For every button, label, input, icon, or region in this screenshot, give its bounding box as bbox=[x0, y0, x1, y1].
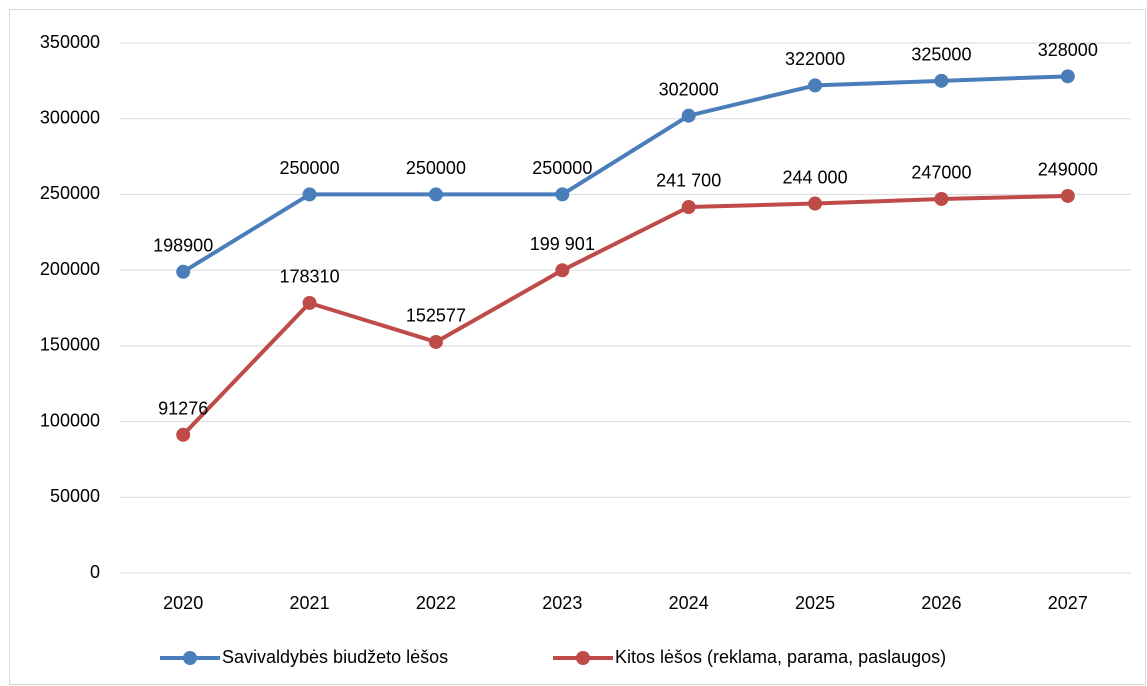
data-label: 178310 bbox=[280, 267, 340, 287]
data-point bbox=[1060, 69, 1075, 84]
data-label: 249000 bbox=[1038, 160, 1098, 180]
data-point bbox=[302, 295, 317, 310]
data-label: 152577 bbox=[406, 306, 466, 326]
data-point bbox=[681, 108, 696, 123]
data-label: 244 000 bbox=[783, 167, 848, 187]
data-point bbox=[808, 196, 823, 211]
data-point bbox=[934, 191, 949, 206]
y-tick-label: 0 bbox=[90, 562, 100, 582]
data-point bbox=[176, 427, 191, 442]
data-label: 322000 bbox=[785, 49, 845, 69]
data-label: 199 901 bbox=[530, 234, 595, 254]
y-tick-label: 150000 bbox=[40, 335, 100, 355]
data-label: 250000 bbox=[280, 158, 340, 178]
data-point bbox=[681, 199, 696, 214]
y-tick-label: 100000 bbox=[40, 410, 100, 430]
y-tick-label: 50000 bbox=[50, 486, 100, 506]
chart-frame bbox=[9, 9, 1146, 685]
x-tick-label: 2023 bbox=[542, 593, 582, 613]
data-point bbox=[808, 78, 823, 93]
legend-marker bbox=[183, 651, 197, 665]
data-label: 247000 bbox=[911, 163, 971, 183]
data-point bbox=[934, 73, 949, 88]
data-label: 241 700 bbox=[656, 171, 721, 191]
y-tick-label: 350000 bbox=[40, 32, 100, 52]
x-tick-label: 2027 bbox=[1048, 593, 1088, 613]
x-tick-label: 2026 bbox=[921, 593, 961, 613]
data-label: 198900 bbox=[153, 236, 213, 256]
y-tick-label: 250000 bbox=[40, 183, 100, 203]
data-point bbox=[428, 187, 443, 202]
data-point bbox=[302, 187, 317, 202]
y-tick-label: 300000 bbox=[40, 107, 100, 127]
legend-label: Kitos lėšos (reklama, parama, paslaugos) bbox=[615, 647, 946, 667]
series-line bbox=[182, 74, 1068, 274]
data-point bbox=[176, 264, 191, 279]
data-point bbox=[428, 334, 443, 349]
data-label: 302000 bbox=[659, 79, 719, 99]
data-label: 328000 bbox=[1038, 40, 1098, 60]
x-tick-label: 2022 bbox=[416, 593, 456, 613]
series-line bbox=[181, 193, 1068, 437]
x-tick-label: 2021 bbox=[290, 593, 330, 613]
data-point bbox=[1060, 188, 1075, 203]
y-tick-label: 200000 bbox=[40, 259, 100, 279]
x-tick-label: 2025 bbox=[795, 593, 835, 613]
data-label: 250000 bbox=[406, 158, 466, 178]
x-tick-label: 2020 bbox=[163, 593, 203, 613]
data-label: 91276 bbox=[158, 399, 208, 419]
data-label: 250000 bbox=[532, 158, 592, 178]
legend-marker bbox=[576, 651, 590, 665]
data-point bbox=[555, 263, 570, 278]
legend-label: Savivaldybės biudžeto lėšos bbox=[222, 647, 448, 667]
x-tick-label: 2024 bbox=[669, 593, 709, 613]
data-label: 325000 bbox=[911, 45, 971, 65]
data-point bbox=[555, 187, 570, 202]
